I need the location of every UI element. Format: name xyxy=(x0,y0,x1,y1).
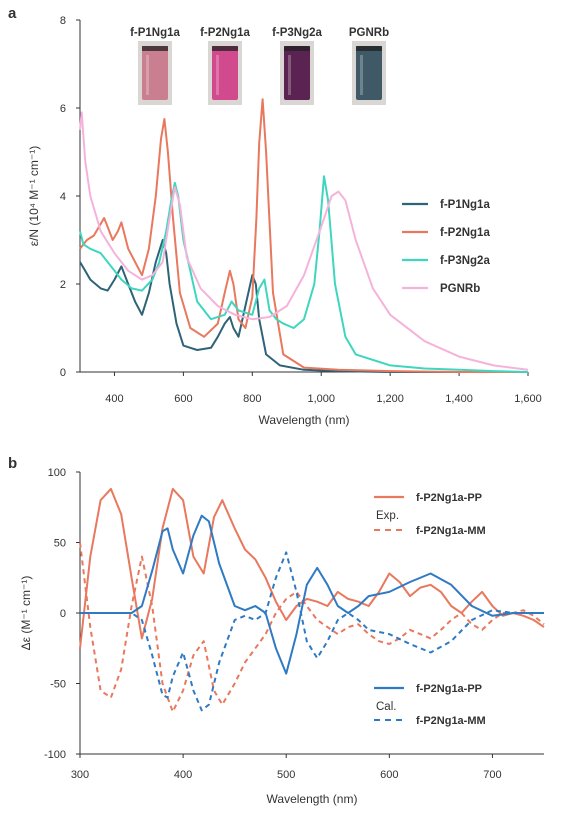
b-x-axis-label: Wavelength (nm) xyxy=(267,792,358,806)
b-y-tick-label: -100 xyxy=(44,749,66,761)
b-series-cal-f-p2ng1a-pp-solid xyxy=(80,514,544,675)
a-x-tick-label: 800 xyxy=(243,393,261,405)
legend-label-cal-pp: f-P2Ng1a-PP xyxy=(416,683,482,695)
a-y-axis-label: ε/N (10⁴ M⁻¹ cm⁻¹) xyxy=(27,146,41,247)
b-series-lines xyxy=(79,487,545,713)
vial-photo-2 xyxy=(208,41,242,105)
panel-b-label: b xyxy=(8,455,17,472)
b-y-tick-label: -50 xyxy=(50,679,66,691)
a-series-pgnrb xyxy=(79,111,529,371)
legend-group-exp: Exp. xyxy=(376,510,399,522)
a-y-tick-label: 0 xyxy=(60,367,66,379)
vial-label-3: f-P3Ng2a xyxy=(272,27,322,39)
legend-label-f-p2ng1a: f-P2Ng1a xyxy=(440,227,490,239)
b-x-tick-label: 700 xyxy=(483,769,501,781)
b-series-cal-f-p2ng1a-mm-dashed xyxy=(80,551,544,712)
b-y-axis-label: Δε (M⁻¹ cm⁻¹) xyxy=(19,576,33,651)
b-x-tick-label: 600 xyxy=(380,769,398,781)
a-legend: f-P1Ng1a f-P2Ng1a f-P3Ng2a PGNRb xyxy=(402,199,490,295)
vial-photo-3 xyxy=(280,41,314,105)
panel-a-label: a xyxy=(8,5,17,22)
b-legend-cal: f-P2Ng1a-PP Cal. f-P2Ng1a-MM xyxy=(374,683,486,727)
a-ticks: 400 600 800 1,000 1,200 1,400 1,600 0 2 4 6 8 xyxy=(60,15,542,405)
vial-label-2: f-P2Ng1a xyxy=(200,27,250,39)
a-series-f-p1ng1a xyxy=(79,239,528,373)
panel-a: a f-P1Ng1a f-P2Ng1a f-P3Ng2a PGNRb 400 60… xyxy=(8,5,542,427)
a-x-tick-label: 400 xyxy=(105,393,123,405)
b-y-tick-label: 50 xyxy=(54,538,66,550)
b-y-tick-label: 100 xyxy=(48,467,66,479)
legend-label-exp-pp: f-P2Ng1a-PP xyxy=(416,492,482,504)
b-y-tick-label: 0 xyxy=(60,608,66,620)
legend-label-f-p3ng2a: f-P3Ng2a xyxy=(440,255,490,267)
a-y-tick-label: 4 xyxy=(60,191,66,203)
legend-label-cal-mm: f-P2Ng1a-MM xyxy=(416,715,486,727)
a-series-f-p3ng2a xyxy=(79,175,529,373)
a-y-tick-label: 8 xyxy=(60,15,66,27)
a-y-tick-label: 6 xyxy=(60,103,66,115)
a-x-tick-label: 1,000 xyxy=(307,393,335,405)
a-series-f-p2ng1a xyxy=(79,98,528,373)
legend-group-cal: Cal. xyxy=(376,701,396,713)
legend-label-f-p1ng1a: f-P1Ng1a xyxy=(440,199,490,211)
a-x-tick-label: 600 xyxy=(174,393,192,405)
vial-photo-1 xyxy=(138,41,172,105)
a-y-tick-label: 2 xyxy=(60,279,66,291)
a-series-lines xyxy=(79,98,529,373)
vial-label-1: f-P1Ng1a xyxy=(130,27,180,39)
legend-label-pgnrb: PGNRb xyxy=(440,283,480,295)
vial-photo-4 xyxy=(352,41,386,105)
b-x-tick-label: 500 xyxy=(277,769,295,781)
vial-label-4: PGNRb xyxy=(349,27,389,39)
vial-photos: f-P1Ng1a f-P2Ng1a f-P3Ng2a PGNRb xyxy=(130,27,389,105)
a-x-tick-label: 1,400 xyxy=(445,393,473,405)
b-series-exp-f-p2ng1a-mm-dashed xyxy=(79,542,545,713)
a-x-tick-label: 1,200 xyxy=(376,393,404,405)
b-legend-exp: f-P2Ng1a-PP Exp. f-P2Ng1a-MM xyxy=(374,492,486,537)
a-x-axis-label: Wavelength (nm) xyxy=(259,413,350,427)
b-x-tick-label: 300 xyxy=(71,769,89,781)
b-x-tick-label: 400 xyxy=(174,769,192,781)
a-x-tick-label: 1,600 xyxy=(514,393,542,405)
legend-label-exp-mm: f-P2Ng1a-MM xyxy=(416,525,486,537)
b-series-exp-f-p2ng1a-pp-solid xyxy=(79,487,545,649)
